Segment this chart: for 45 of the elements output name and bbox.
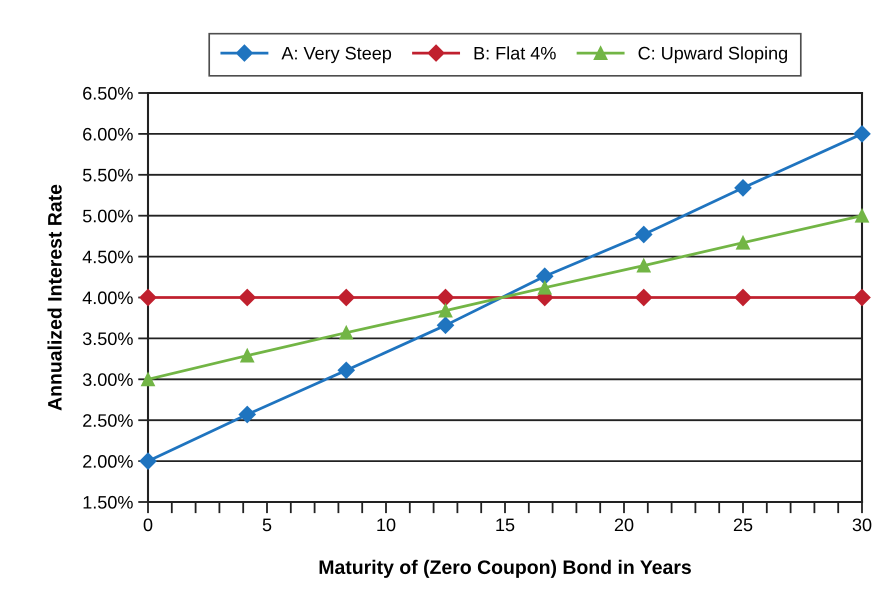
y-tick-label: 5.00% [82,210,133,222]
y-tick-label: 4.50% [82,250,133,264]
x-tick-label: 30 [852,518,872,532]
y-tick-label: 1.50% [84,496,133,509]
legend-label: B: Flat 4% [474,46,556,60]
x-tick-label: 10 [377,518,396,532]
point [338,288,355,306]
y-tick-label: 6.00% [83,128,133,141]
point [240,348,254,363]
point [853,125,871,142]
y-tick-label: 2.50% [83,414,133,427]
y-tick-label: 5.50% [82,168,133,182]
legend-label: A: Very Steep [281,46,392,64]
point [855,208,869,223]
point [238,406,256,424]
point [338,362,355,379]
point [238,288,256,306]
legend-label: C: Upward Sloping [638,46,787,64]
point [141,372,155,386]
x-tick-label: 0 [144,518,152,532]
point [635,288,652,306]
point [536,268,554,285]
point [538,280,552,295]
x-tick-label: 5 [262,518,272,532]
point [636,258,651,273]
point [853,288,871,306]
point [635,226,652,244]
point [438,304,452,318]
y-tick-label: 2.00% [83,455,133,468]
point [734,179,752,196]
x-tick-label: 20 [614,518,634,532]
y-tick-label: 3.50% [82,332,133,346]
x-axis-title: Maturity of (Zero Coupon) Bond in Years [320,560,691,578]
point [734,288,752,306]
point [436,288,454,306]
y-tick-label: 4.00% [82,291,133,304]
y-axis-title: Annualized Interest Rate [47,184,62,410]
point [139,288,157,306]
y-tick-label: 3.00% [82,373,133,386]
y-tick-label: 6.50% [83,86,133,100]
point [736,236,750,250]
x-tick-label: 15 [496,518,514,532]
x-tick-label: 25 [734,518,752,532]
point [339,326,354,340]
point [436,316,454,334]
